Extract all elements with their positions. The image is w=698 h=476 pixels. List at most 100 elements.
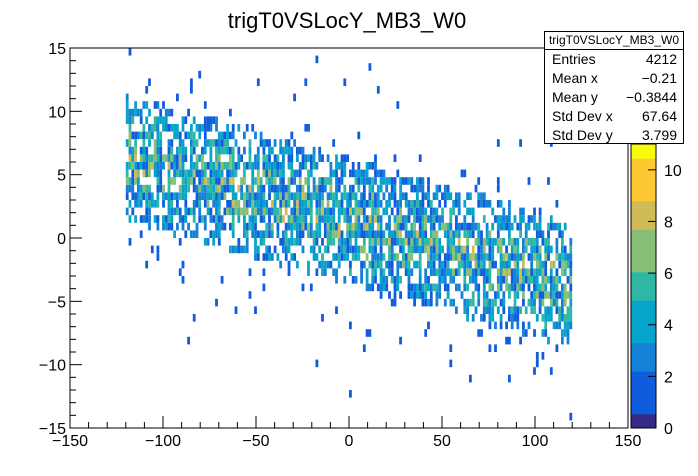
heatmap-cell: [343, 238, 347, 246]
heatmap-cell: [215, 146, 218, 155]
heatmap-cell: [552, 260, 556, 269]
heatmap-cell: [307, 268, 310, 276]
heatmap-cell: [549, 298, 553, 307]
heatmap-cell: [449, 238, 453, 246]
heatmap-cell: [505, 276, 508, 284]
heatmap-cell: [443, 283, 447, 292]
heatmap-cell: [502, 268, 506, 276]
heatmap-cell: [190, 86, 193, 94]
heatmap-cell: [393, 283, 397, 292]
heatmap-cell: [443, 268, 447, 276]
heatmap-cell: [474, 184, 478, 193]
heatmap-cell: [142, 154, 146, 162]
heatmap-cell: [229, 222, 232, 231]
heatmap-cell: [469, 260, 472, 269]
heatmap-cell: [282, 169, 285, 178]
heatmap-cell: [371, 253, 375, 261]
heatmap-cell: [340, 253, 344, 261]
heatmap-cell: [368, 283, 372, 292]
heatmap-cell: [296, 230, 299, 238]
heatmap-cell: [463, 245, 467, 254]
heatmap-cell: [206, 177, 210, 185]
heatmap-cell: [413, 184, 416, 193]
heatmap-cell: [563, 321, 567, 330]
heatmap-cell: [259, 139, 263, 147]
heatmap-cell: [337, 162, 341, 170]
heatmap-cell: [396, 283, 400, 292]
heatmap-cell: [237, 238, 241, 246]
heatmap-cell: [212, 215, 216, 223]
heatmap-cell: [432, 260, 436, 269]
heatmap-cell: [404, 253, 408, 261]
heatmap-cell: [254, 192, 257, 200]
heatmap-cell: [404, 230, 408, 238]
heatmap-cell: [466, 283, 469, 292]
heatmap-cell: [287, 260, 291, 269]
color-scale-step: [631, 300, 656, 315]
heatmap-cell: [410, 184, 414, 193]
heatmap-cell: [346, 222, 349, 231]
heatmap-cell: [385, 200, 389, 208]
heatmap-cell: [351, 222, 355, 231]
color-scale-step: [631, 413, 656, 429]
heatmap-cell: [374, 169, 377, 178]
heatmap-cell: [340, 162, 344, 170]
heatmap-cell: [293, 238, 296, 246]
heatmap-cell: [357, 222, 361, 231]
heatmap-cell: [441, 207, 444, 216]
heatmap-cell: [482, 245, 486, 254]
heatmap-cell: [441, 192, 444, 200]
heatmap-cell: [187, 131, 190, 140]
heatmap-cell: [393, 238, 397, 246]
heatmap-cell: [488, 200, 492, 208]
heatmap-cell: [368, 184, 372, 193]
heatmap-cell: [480, 329, 483, 337]
heatmap-cell: [220, 184, 224, 193]
heatmap-cell: [153, 116, 157, 124]
heatmap-cell: [142, 162, 146, 170]
heatmap-cell: [279, 146, 283, 155]
heatmap-cell: [524, 238, 528, 246]
heatmap-cell: [488, 306, 492, 314]
heatmap-cell: [452, 207, 455, 216]
heatmap-cell: [282, 154, 285, 162]
heatmap-cell: [209, 154, 213, 162]
heatmap-cell: [527, 321, 531, 330]
heatmap-cell: [254, 306, 257, 314]
heatmap-cell: [318, 222, 322, 231]
heatmap-cell: [332, 215, 336, 223]
heatmap-cell: [162, 215, 165, 223]
heatmap-cell: [337, 245, 341, 254]
heatmap-cell: [349, 184, 352, 193]
heatmap-cell: [206, 124, 210, 132]
heatmap-cell: [544, 245, 548, 254]
heatmap-cell: [231, 207, 235, 216]
heatmap-cell: [544, 283, 548, 292]
heatmap-cell: [488, 230, 492, 238]
heatmap-cell: [357, 207, 361, 216]
heatmap-cell: [153, 124, 157, 132]
heatmap-cell: [443, 298, 447, 307]
heatmap-cell: [240, 154, 243, 162]
heatmap-cell: [480, 238, 483, 246]
heatmap-cell: [452, 276, 455, 284]
heatmap-cell: [502, 238, 506, 246]
heatmap-cell: [421, 215, 425, 223]
heatmap-cell: [443, 200, 447, 208]
heatmap-cell: [555, 298, 559, 307]
heatmap-cell: [522, 238, 525, 246]
heatmap-cell: [463, 253, 467, 261]
heatmap-cell: [558, 321, 562, 330]
heatmap-cell: [499, 283, 503, 292]
heatmap-cell: [229, 162, 232, 170]
heatmap-cell: [254, 238, 257, 246]
heatmap-cell: [181, 116, 185, 124]
heatmap-cell: [326, 230, 330, 238]
heatmap-cell: [482, 276, 486, 284]
heatmap-cell: [270, 169, 274, 178]
heatmap-cell: [485, 230, 489, 238]
heatmap-cell: [176, 93, 179, 102]
heatmap-cell: [170, 162, 174, 170]
heatmap-cell: [376, 283, 380, 292]
heatmap-cell: [340, 230, 344, 238]
